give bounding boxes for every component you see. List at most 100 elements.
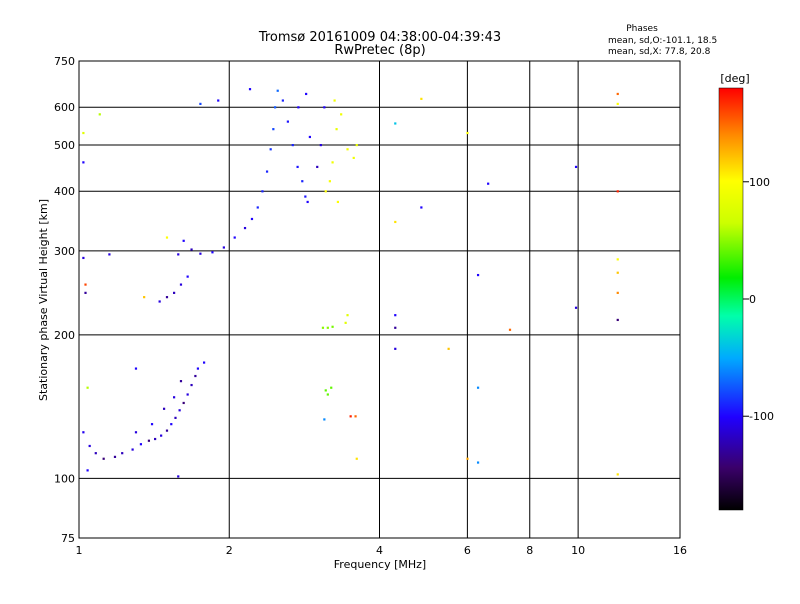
data-point xyxy=(86,386,89,389)
grid-lines xyxy=(79,61,680,538)
data-point xyxy=(165,296,169,299)
data-point xyxy=(281,99,284,102)
data-point xyxy=(349,415,352,418)
data-point xyxy=(174,416,177,419)
data-point xyxy=(86,469,89,472)
data-point xyxy=(150,423,154,426)
data-point xyxy=(394,220,397,224)
data-point xyxy=(466,457,469,460)
data-point xyxy=(336,200,340,204)
data-point xyxy=(352,156,355,160)
colorbar-tick-label: -100 xyxy=(749,410,774,423)
data-point xyxy=(447,347,450,350)
data-point xyxy=(160,434,163,437)
x-tick-label: 10 xyxy=(571,544,585,557)
data-point xyxy=(154,437,157,441)
data-point xyxy=(84,283,87,286)
data-point xyxy=(616,291,619,294)
data-point xyxy=(308,135,311,139)
data-point xyxy=(616,258,619,261)
data-point xyxy=(574,306,578,309)
data-point xyxy=(335,128,338,131)
data-point xyxy=(487,182,490,185)
data-point xyxy=(177,253,180,256)
data-point xyxy=(326,326,329,329)
data-points xyxy=(82,88,619,478)
data-point xyxy=(113,455,117,458)
x-tick-label: 4 xyxy=(376,544,383,557)
data-point xyxy=(222,246,225,249)
data-point xyxy=(346,314,349,317)
x-axis-ticks: 1 2 4 6 8 10 16 xyxy=(76,544,688,557)
phase-stats-o: mean, sd,O:-101.1, 18.5 xyxy=(608,36,717,46)
y-tick-label: 75 xyxy=(61,532,75,545)
data-point xyxy=(165,429,169,432)
data-point xyxy=(82,256,85,260)
data-point xyxy=(331,161,334,164)
x-tick-label: 2 xyxy=(226,544,233,557)
data-point xyxy=(354,415,357,418)
data-point xyxy=(616,92,619,96)
colorbar-tick-label: 0 xyxy=(749,293,756,306)
data-point xyxy=(165,236,169,239)
data-point xyxy=(186,275,189,278)
data-point xyxy=(102,457,105,460)
data-point xyxy=(616,102,619,106)
data-point xyxy=(190,383,193,387)
data-point xyxy=(291,143,294,147)
data-point xyxy=(121,452,124,455)
data-point xyxy=(202,361,206,364)
data-point xyxy=(574,165,578,169)
y-axis-ticks: 75 100 200 300 400 500 600 750 xyxy=(54,55,75,545)
data-point xyxy=(179,380,183,383)
data-point xyxy=(261,190,264,193)
data-point xyxy=(82,161,85,164)
chart-title: Tromsø 20161009 04:38:00-04:39:43 xyxy=(258,30,501,45)
y-tick-label: 300 xyxy=(54,245,75,258)
y-tick-label: 100 xyxy=(54,472,75,485)
data-point xyxy=(394,326,397,329)
y-tick-label: 400 xyxy=(54,185,75,198)
x-tick-label: 1 xyxy=(76,544,83,557)
data-point xyxy=(179,283,183,286)
data-point xyxy=(508,328,512,331)
data-point xyxy=(134,367,138,370)
data-point xyxy=(466,131,469,135)
data-point xyxy=(333,99,336,102)
data-point xyxy=(476,386,480,389)
data-point xyxy=(211,251,214,254)
data-point xyxy=(323,106,326,109)
chart-subtitle: RwPretec (8p) xyxy=(334,43,425,58)
data-point xyxy=(420,97,423,100)
colorbar-tick-label: 100 xyxy=(749,176,770,189)
data-point xyxy=(340,113,343,116)
data-point xyxy=(158,300,161,303)
data-point xyxy=(131,448,134,451)
data-point xyxy=(178,409,181,412)
colorbar-label: [deg] xyxy=(720,72,749,85)
y-tick-label: 500 xyxy=(54,139,75,152)
data-point xyxy=(324,190,327,193)
data-point xyxy=(186,393,189,396)
data-point xyxy=(170,423,173,426)
data-point xyxy=(250,217,254,221)
data-point xyxy=(88,444,91,448)
data-point xyxy=(143,296,146,299)
data-point xyxy=(319,143,322,147)
data-point xyxy=(177,475,180,478)
data-point xyxy=(272,128,275,131)
data-point xyxy=(243,226,247,230)
data-point xyxy=(194,374,197,378)
data-point xyxy=(305,92,308,96)
data-point xyxy=(265,170,269,173)
data-point xyxy=(328,180,331,183)
data-point xyxy=(304,195,307,198)
data-point xyxy=(330,386,333,389)
data-point xyxy=(134,431,138,434)
x-tick-label: 6 xyxy=(464,544,471,557)
data-point xyxy=(476,461,480,464)
data-point xyxy=(346,148,349,151)
data-point xyxy=(256,206,259,209)
y-tick-label: 600 xyxy=(54,101,75,114)
data-point xyxy=(182,239,185,242)
